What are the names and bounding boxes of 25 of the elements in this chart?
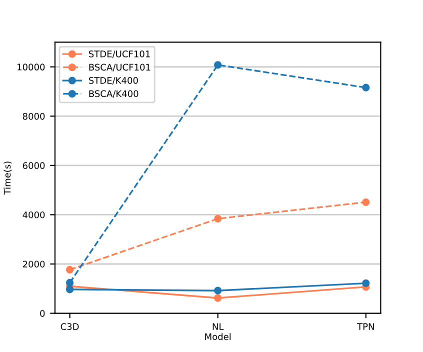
x-tick-label: NL <box>212 323 224 330</box>
point <box>66 286 74 294</box>
x-tick-label: TPN <box>357 323 374 330</box>
point <box>66 266 74 274</box>
y-axis-title: Time(s) <box>4 162 12 195</box>
point <box>214 61 222 69</box>
x-tick-label: C3D <box>60 323 79 330</box>
point <box>362 198 370 206</box>
y-tick-label: 4000 <box>22 211 45 218</box>
point <box>362 279 370 288</box>
legend-label: STDE/UCF101 <box>88 50 150 58</box>
legend-label: BSCA/K400 <box>89 90 138 98</box>
x-axis-title: Model <box>205 333 231 340</box>
y-tick-label: 6000 <box>22 162 45 169</box>
point <box>214 214 222 222</box>
point <box>214 286 222 294</box>
point <box>66 278 74 287</box>
legend-label: STDE/K400 <box>88 77 138 85</box>
y-tick-label: 0 <box>40 310 45 317</box>
legend-label: BSCA/UCF101 <box>89 64 150 72</box>
y-tick-label: 10000 <box>18 64 45 70</box>
y-tick-label: 8000 <box>22 112 45 120</box>
y-tick-label: 2000 <box>22 260 45 268</box>
point <box>362 84 370 92</box>
point <box>214 294 222 302</box>
